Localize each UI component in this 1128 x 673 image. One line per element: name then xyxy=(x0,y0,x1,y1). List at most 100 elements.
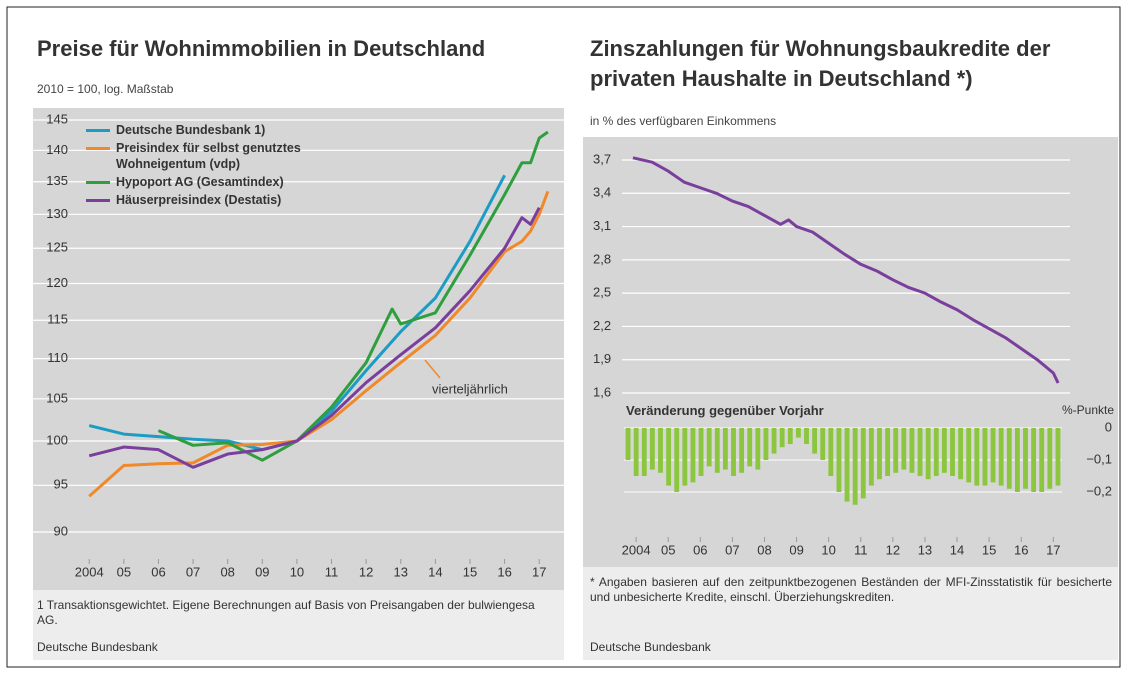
legend-swatch xyxy=(86,199,110,202)
bar xyxy=(933,428,939,476)
y-tick-label: 120 xyxy=(46,275,68,290)
bar xyxy=(625,428,631,460)
bar xyxy=(1047,428,1053,489)
bar xyxy=(974,428,980,486)
x-tick-label: 2004 xyxy=(75,564,104,579)
bar xyxy=(893,428,899,473)
x-tick-label: 07 xyxy=(186,564,200,579)
bar xyxy=(633,428,639,476)
bar xyxy=(828,428,834,476)
series-line xyxy=(88,190,550,498)
chart-title: Zinszahlungen für Wohnungsbaukredite der… xyxy=(590,36,1051,91)
bar xyxy=(706,428,712,467)
y-tick-label: 115 xyxy=(47,312,68,327)
x-tick-label: 13 xyxy=(394,564,408,579)
bar xyxy=(909,428,915,473)
y-tick-label: 2,8 xyxy=(593,251,611,266)
bar xyxy=(1031,428,1037,492)
subchart-title: Veränderung gegenüber Vorjahr xyxy=(626,403,824,418)
bar xyxy=(674,428,680,492)
x-tick-label: 12 xyxy=(359,564,373,579)
x-tick-label: 06 xyxy=(693,542,707,557)
bar xyxy=(836,428,842,492)
bar xyxy=(731,428,736,476)
source: Deutsche Bundesbank xyxy=(37,640,158,654)
bar xyxy=(812,428,818,454)
x-tick-label: 14 xyxy=(428,564,442,579)
frame xyxy=(6,6,1121,668)
x-tick-label: 15 xyxy=(463,564,477,579)
y-tick-label: 3,4 xyxy=(593,185,611,200)
bar xyxy=(804,428,809,444)
legend-label: Häuserpreisindex (Destatis) xyxy=(116,193,282,207)
y-tick-label: 3,7 xyxy=(593,151,611,166)
x-tick-label: 09 xyxy=(789,542,803,557)
x-tick-label: 17 xyxy=(532,564,546,579)
bar xyxy=(649,428,655,470)
y-tick-label: 1,6 xyxy=(593,384,611,399)
y-tick-label: 95 xyxy=(54,477,68,492)
bar xyxy=(852,428,858,505)
footnote: * Angaben basieren auf den zeitpunktbezo… xyxy=(590,575,1112,604)
x-tick-label: 17 xyxy=(1046,542,1060,557)
footnote-bg xyxy=(583,567,1118,660)
legend-label: Deutsche Bundesbank 1) xyxy=(116,123,266,137)
x-tick-label: 05 xyxy=(117,564,131,579)
x-tick-label: 08 xyxy=(220,564,234,579)
bar xyxy=(990,428,996,483)
legend-swatch xyxy=(86,147,110,150)
chart-title: Preise für Wohnimmobilien in Deutschland xyxy=(37,36,486,61)
y-tick-label: 0 xyxy=(1105,419,1112,434)
bar xyxy=(1023,428,1028,489)
y-tick-label: 3,1 xyxy=(593,218,611,233)
bar xyxy=(787,428,793,444)
x-tick-label: 10 xyxy=(821,542,835,557)
source: Deutsche Bundesbank xyxy=(590,640,711,654)
footnote: 1 Transaktionsgewichtet. Eigene Berechnu… xyxy=(37,598,535,627)
x-tick-label: 14 xyxy=(950,542,964,557)
y-tick-label: 105 xyxy=(46,390,68,405)
y-tick-label: 100 xyxy=(46,432,68,447)
x-tick-label: 05 xyxy=(661,542,675,557)
bar xyxy=(641,428,647,476)
bar xyxy=(966,428,972,483)
chart-subtitle: 2010 = 100, log. Maßstab xyxy=(37,82,174,96)
chart-subtitle: in % des verfügbaren Einkommens xyxy=(590,114,777,128)
legend-entry: Preisindex für selbst genutztes Wohneige… xyxy=(86,140,376,172)
y-tick-label: 90 xyxy=(54,523,68,538)
legend: Deutsche Bundesbank 1) Preisindex für sel… xyxy=(86,122,376,210)
bar xyxy=(779,428,785,448)
bar xyxy=(714,428,720,473)
bar xyxy=(860,428,866,499)
series-line xyxy=(632,156,1060,384)
legend-label: Hypoport AG (Gesamtindex) xyxy=(116,175,284,189)
bar xyxy=(698,428,704,476)
y-tick-label: 125 xyxy=(46,240,68,255)
x-tick-label: 11 xyxy=(854,542,868,557)
y-tick-label: 145 xyxy=(46,111,68,126)
bar xyxy=(747,428,753,467)
legend-swatch xyxy=(86,129,110,132)
series-line xyxy=(88,207,541,469)
annotation-arrow xyxy=(424,359,441,379)
legend-swatch xyxy=(86,181,110,184)
bar xyxy=(1006,428,1012,489)
bar xyxy=(739,428,745,473)
legend-entry: Deutsche Bundesbank 1) xyxy=(86,122,376,138)
y-tick-label: 1,9 xyxy=(593,351,611,366)
x-tick-label: 11 xyxy=(325,564,339,579)
x-tick-label: 06 xyxy=(151,564,165,579)
bar xyxy=(877,428,882,480)
y-tick-label: −0,1 xyxy=(1086,451,1112,466)
legend-label: Preisindex für selbst genutztes Wohneige… xyxy=(116,141,301,171)
bar xyxy=(998,428,1004,486)
bar xyxy=(722,428,728,470)
bar xyxy=(941,428,947,473)
bar xyxy=(958,428,964,480)
y-tick-label: 140 xyxy=(46,142,68,157)
bar xyxy=(917,428,923,476)
x-tick-label: 10 xyxy=(290,564,304,579)
bar xyxy=(1039,428,1045,492)
